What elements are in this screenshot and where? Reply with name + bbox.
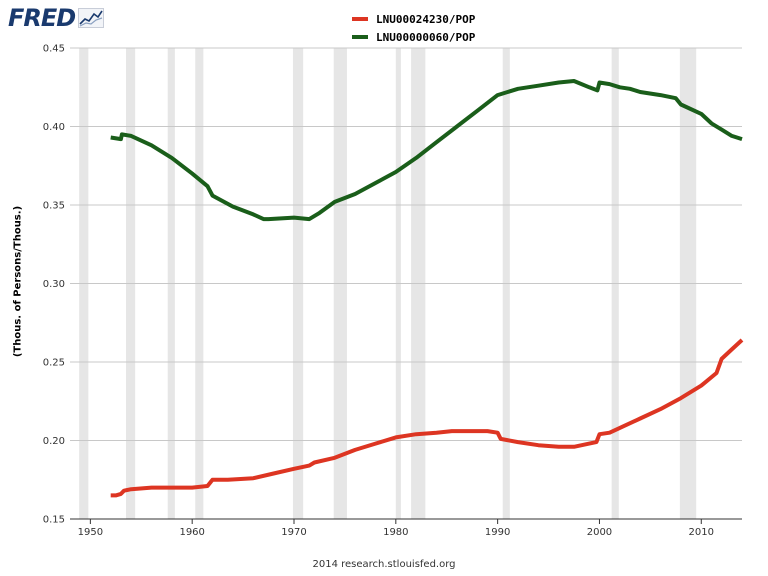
y-tick-label: 0.30 <box>43 279 65 290</box>
legend-swatch-red <box>352 17 368 21</box>
legend-item: LNU00024230/POP <box>352 10 475 28</box>
y-tick-label: 0.45 <box>43 44 65 55</box>
x-tick-label: 1980 <box>383 527 408 538</box>
legend-label: LNU00024230/POP <box>376 12 476 26</box>
y-tick-label: 0.20 <box>43 436 65 447</box>
y-tick-label: 0.40 <box>43 122 65 133</box>
series-line-green <box>110 79 743 222</box>
legend-label: LNU00000060/POP <box>376 30 476 44</box>
chart-line-icon <box>78 8 105 28</box>
logo-text: FRED <box>8 4 76 32</box>
x-tick-label: 1970 <box>281 527 306 538</box>
x-tick-label: 1960 <box>179 527 204 538</box>
x-tick-label: 2000 <box>587 527 612 538</box>
series-line-red <box>110 338 744 498</box>
fred-logo: FRED <box>8 4 105 32</box>
x-tick-label: 1990 <box>485 527 510 538</box>
legend: LNU00024230/POP LNU00000060/POP <box>352 10 475 46</box>
x-tick-label: 1950 <box>78 527 103 538</box>
legend-item: LNU00000060/POP <box>352 28 475 46</box>
x-tick-label: 2010 <box>689 527 714 538</box>
y-tick-label: 0.35 <box>43 201 65 212</box>
legend-swatch-green <box>352 35 368 39</box>
footer-credit: 2014 research.stlouisfed.org <box>312 559 456 570</box>
y-tick-label: 0.25 <box>43 358 65 369</box>
y-tick-label: 0.15 <box>43 515 65 526</box>
